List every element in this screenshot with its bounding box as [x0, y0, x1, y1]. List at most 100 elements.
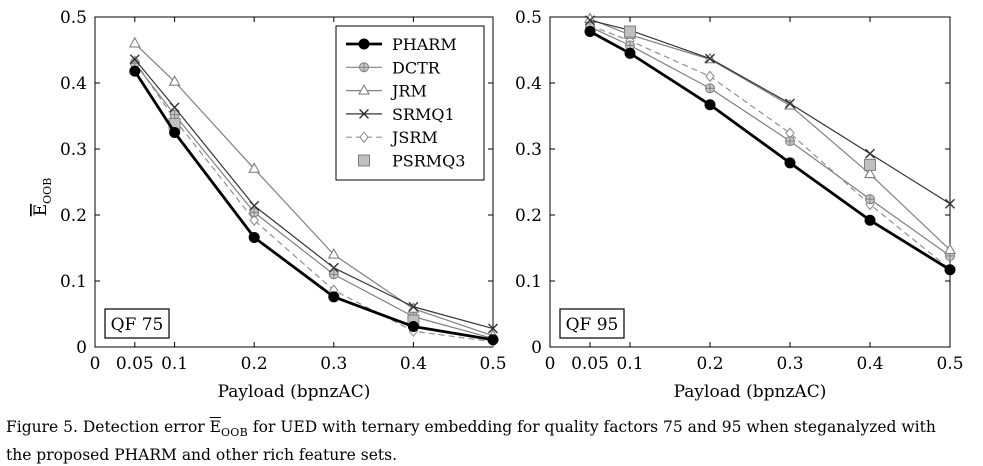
data-point-jrm: [327, 247, 340, 259]
svg-text:EOOB: EOOB: [31, 178, 54, 217]
legend-marker-jsrm: [359, 131, 369, 144]
data-point-srmq1: [169, 102, 180, 113]
legend-label: JSRM: [390, 128, 438, 147]
data-point-srmq1: [249, 200, 260, 211]
data-point-pharm: [328, 291, 340, 303]
y-tick-label: 0.1: [515, 272, 542, 292]
panel-qf95: 0 0.05 0.1 0.2 0.3 0.4 0.5 0 0.1 0.2 0.3 0.4 0.5 Payl…: [515, 8, 964, 402]
legend-entry-jsrm: JSRM: [346, 128, 438, 147]
caption-line2: the proposed PHARM and other rich featur…: [6, 446, 398, 465]
y-tick-label: 0.3: [60, 140, 87, 160]
x-tick-label: 0.1: [161, 354, 188, 374]
data-point-jsrm: [705, 70, 715, 83]
series-line-srmq1: [134, 58, 494, 330]
series-line-jsrm: [134, 60, 494, 343]
data-point-srmq1: [488, 323, 498, 334]
annotation-box: [104, 308, 170, 339]
caption-suffix: for UED with ternary embedding for quali…: [247, 418, 936, 436]
legend-frame: [335, 25, 485, 181]
data-point-psrmq3: [864, 158, 876, 171]
data-point-dctr: [249, 207, 260, 218]
legend-marker-pharm: [358, 38, 370, 50]
data-point-srmq1: [705, 53, 715, 64]
x-axis-label: Payload (bpnzAC): [674, 382, 827, 402]
data-point-jrm: [128, 36, 141, 48]
data-point-dctr: [865, 194, 875, 205]
data-point-dctr: [328, 269, 339, 280]
data-point-pharm: [864, 214, 876, 226]
figure-caption: Figure 5. Detection error EOOB for UED w…: [6, 416, 978, 466]
data-point-pharm: [248, 231, 260, 243]
y-tick-label: 0.1: [60, 272, 87, 292]
data-point-srmq1: [328, 262, 339, 273]
series-line-pharm: [589, 30, 951, 271]
x-tick-label: 0: [90, 354, 101, 374]
y-tick-label: 0.4: [60, 74, 87, 94]
y-tick-label: 0: [531, 338, 542, 358]
y-tick-label: 0.5: [60, 8, 87, 28]
annotation-label: QF 75: [111, 315, 164, 335]
legend-marker-psrmq3: [358, 154, 370, 167]
series-srmq1: [129, 54, 498, 334]
x-tick-label: 0.3: [776, 354, 803, 374]
legend-label: PHARM: [392, 35, 457, 54]
data-point-jrm: [864, 167, 876, 179]
data-point-srmq1: [785, 98, 795, 109]
data-point-psrmq3: [624, 25, 636, 38]
data-point-pharm: [487, 334, 499, 346]
x-tick-label: 0.5: [479, 354, 506, 374]
y-tick-label: 0.2: [515, 206, 542, 226]
data-point-pharm: [704, 99, 716, 111]
data-point-srmq1: [945, 198, 955, 209]
data-point-jrm: [168, 75, 181, 86]
x-axis-label: Payload (bpnzAC): [218, 382, 371, 402]
legend-entry-srmq1: SRMQ1: [346, 105, 455, 124]
series-line-jrm: [589, 18, 951, 251]
x-tick-label: 0.3: [320, 354, 347, 374]
data-point-pharm: [784, 157, 796, 169]
y-axis-label-subscript: OOB: [41, 178, 54, 204]
series-srmq1: [585, 15, 955, 209]
series-line-jsrm: [589, 25, 951, 270]
y-tick-label: 0: [76, 338, 87, 358]
y-tick-label: 0.2: [60, 206, 87, 226]
legend-label: JRM: [390, 82, 427, 101]
figure-canvas: 0 0.05 0.1 0.2 0.3 0.4 0.5 0 0.1 0.2 0.3 0.4 0.5 Payl…: [31, 8, 964, 402]
series-dctr: [585, 21, 955, 261]
legend-entry-dctr: DCTR: [346, 58, 441, 77]
series-pharm: [129, 65, 499, 346]
data-point-jrm: [944, 243, 956, 255]
data-point-pharm: [169, 127, 181, 138]
data-point-pharm: [584, 26, 596, 38]
x-tick-label: 0.2: [696, 354, 723, 374]
y-tick-label: 0.3: [515, 140, 542, 160]
series-psrmq3: [624, 25, 876, 171]
legend-marker-dctr: [359, 62, 369, 73]
x-tick-label: 0.2: [241, 354, 268, 374]
data-point-pharm: [407, 321, 419, 333]
legend-label: PSRMQ3: [392, 152, 465, 171]
x-tick-label: 0: [545, 354, 556, 374]
plot-frame: [94, 16, 494, 348]
data-point-dctr: [785, 136, 795, 147]
x-tick-label: 0.1: [616, 354, 643, 374]
data-point-srmq1: [129, 54, 140, 65]
series-line-dctr: [134, 62, 494, 339]
data-point-jrm: [248, 162, 261, 173]
series-line-dctr: [589, 26, 951, 257]
legend-label: SRMQ1: [392, 105, 455, 124]
x-tick-label: 0.5: [936, 354, 963, 374]
caption-subscript: OOB: [220, 426, 248, 440]
series-line-srmq1: [589, 19, 951, 205]
y-axis-label: EOOB: [31, 178, 54, 217]
legend-entry-pharm: PHARM: [346, 35, 457, 54]
legend-entry-psrmq3: PSRMQ3: [358, 152, 465, 171]
legend-marker-jrm: [358, 83, 370, 95]
x-tick-label: 0.4: [856, 354, 883, 374]
annotation-label: QF 95: [566, 315, 619, 335]
y-axis-label-symbol: E: [31, 204, 51, 216]
series-pharm: [584, 26, 956, 276]
x-tick-label: 0.05: [116, 354, 154, 374]
data-point-srmq1: [585, 15, 595, 26]
caption-prefix: Figure 5. Detection error: [6, 418, 210, 436]
